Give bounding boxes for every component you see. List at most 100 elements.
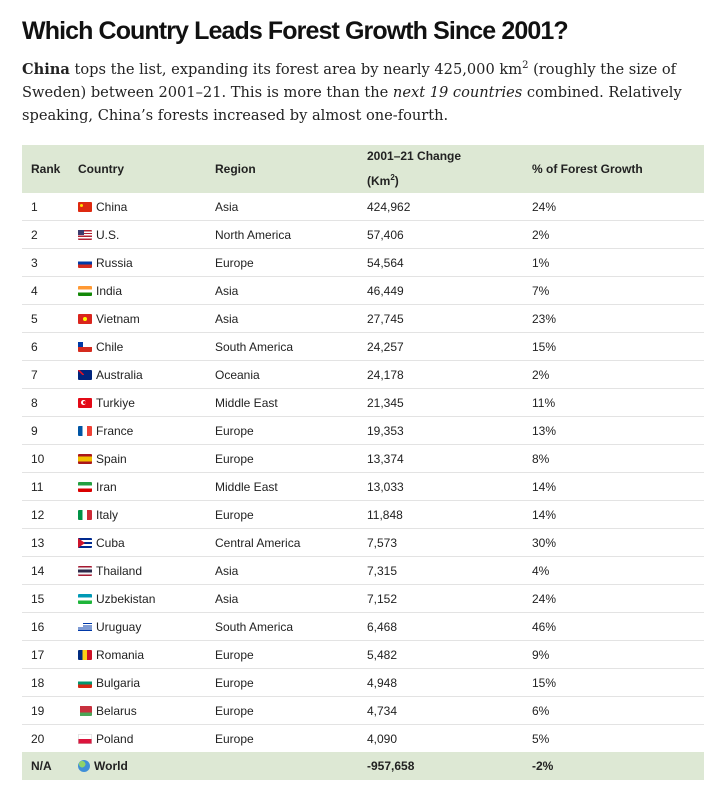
country-name: Poland	[96, 731, 134, 746]
country-name: Belarus	[96, 703, 137, 718]
change-cell: 27,745	[358, 304, 523, 333]
country-name: Thailand	[96, 563, 143, 578]
table-row: 2 U.S. North America 57,406 2%	[22, 220, 704, 249]
table-row: 1 China Asia 424,962 24%	[22, 193, 704, 221]
pct-cell: 14%	[523, 500, 704, 529]
flag-icon	[78, 621, 92, 632]
header-rank: Rank	[31, 161, 61, 176]
intro-italic: next 19 countries	[392, 84, 523, 101]
intro-text-2: (roughly the size of Sweden) between 200…	[22, 61, 677, 101]
country-name: Uzbekistan	[96, 591, 156, 606]
country-cell: Spain	[69, 444, 206, 473]
pct-cell: 8%	[523, 444, 704, 473]
flag-icon	[78, 705, 92, 716]
flag-icon	[78, 509, 92, 520]
change-cell: 5,482	[358, 640, 523, 669]
header-change-line1: 2001–21 Change	[367, 149, 462, 163]
table-row: 12 Italy Europe 11,848 14%	[22, 500, 704, 529]
pct-cell: 23%	[523, 304, 704, 333]
country-cell: Chile	[69, 332, 206, 361]
region-cell: Asia	[206, 276, 358, 305]
rank-cell: 11	[22, 472, 69, 501]
flag-icon	[78, 397, 92, 408]
change-cell: 19,353	[358, 416, 523, 445]
table-row: 8 Turkiye Middle East 21,345 11%	[22, 388, 704, 417]
table-row: 4 India Asia 46,449 7%	[22, 276, 704, 305]
country-name: Romania	[96, 647, 145, 662]
change-cell: 4,090	[367, 731, 398, 746]
change-cell: 7,152	[358, 584, 523, 613]
pct-cell: 1%	[523, 248, 704, 277]
region-cell: Middle East	[206, 388, 358, 417]
flag-icon	[78, 285, 92, 296]
table-row: 6 Chile South America 24,257 15%	[22, 332, 704, 361]
country-cell: Bulgaria	[69, 668, 206, 697]
flag-icon	[78, 593, 92, 604]
region-cell: Europe	[206, 696, 358, 725]
country-cell: Turkiye	[69, 388, 206, 417]
header-change-close: )	[394, 174, 399, 188]
pct-cell: 2%	[523, 360, 704, 389]
pct-cell: 4%	[523, 556, 704, 585]
country-name: China	[96, 199, 128, 214]
region-cell: Central America	[206, 528, 358, 557]
country-cell: Cuba	[69, 528, 206, 557]
table-row: 17 Romania Europe 5,482 9%	[22, 640, 704, 669]
intro-lead: China	[22, 61, 70, 78]
rank-cell: 12	[22, 500, 69, 529]
country-cell: Russia	[69, 248, 206, 277]
rank-cell: 8	[22, 388, 69, 417]
intro-text-3: combined. Relatively speaking, China’s f…	[22, 84, 682, 124]
change-cell: 24,178	[358, 360, 523, 389]
table-row: 13 Cuba Central America 7,573 30%	[22, 528, 704, 557]
rank-cell: 19	[22, 696, 69, 725]
rank-cell: 7	[22, 360, 69, 389]
rank-cell: 6	[22, 332, 69, 361]
pct-cell: 9%	[523, 640, 704, 669]
country-name: India	[96, 283, 123, 298]
pct-cell: 46%	[523, 612, 704, 641]
pct-cell: 7%	[523, 276, 704, 305]
flag-icon	[78, 313, 92, 324]
rank-cell: 9	[22, 416, 69, 445]
region-cell: Europe	[206, 248, 358, 277]
country-cell: Australia	[69, 360, 206, 389]
change-cell: 21,345	[358, 388, 523, 417]
table-row: 20 Poland Europe 4,090 5%	[22, 725, 704, 753]
country-name: Cuba	[96, 535, 125, 550]
country-name: Bulgaria	[96, 675, 141, 690]
region-cell: Europe	[206, 668, 358, 697]
rank-cell: 2	[22, 220, 69, 249]
change-cell: 6,468	[358, 612, 523, 641]
country-name: Australia	[96, 367, 143, 382]
change-cell: 4,948	[358, 668, 523, 697]
region-cell: North America	[206, 220, 358, 249]
country-cell: Belarus	[69, 696, 206, 725]
header-change-unit: (Km	[367, 174, 391, 188]
change-cell: 424,962	[358, 193, 523, 221]
footer-region	[206, 752, 358, 780]
change-cell: 57,406	[358, 220, 523, 249]
pct-cell: 14%	[523, 472, 704, 501]
region-cell: Asia	[206, 304, 358, 333]
table-row: 5 Vietnam Asia 27,745 23%	[22, 304, 704, 333]
flag-icon	[78, 537, 92, 548]
pct-cell: 13%	[523, 416, 704, 445]
rank-cell: 20	[31, 731, 45, 746]
country-cell: China	[69, 193, 206, 221]
intro-superscript: 2	[522, 60, 529, 72]
header-region: Region	[215, 161, 256, 176]
footer-change: -957,658	[367, 759, 415, 773]
flag-icon	[78, 257, 92, 268]
region-cell: Europe	[215, 731, 254, 746]
rank-cell: 15	[22, 584, 69, 613]
rank-cell: 4	[22, 276, 69, 305]
flag-icon	[78, 425, 92, 436]
country-cell: Romania	[69, 640, 206, 669]
table-row: 15 Uzbekistan Asia 7,152 24%	[22, 584, 704, 613]
header-pct: % of Forest Growth	[532, 161, 643, 176]
region-cell: Europe	[206, 444, 358, 473]
table-row: 7 Australia Oceania 24,178 2%	[22, 360, 704, 389]
country-cell: Uzbekistan	[69, 584, 206, 613]
